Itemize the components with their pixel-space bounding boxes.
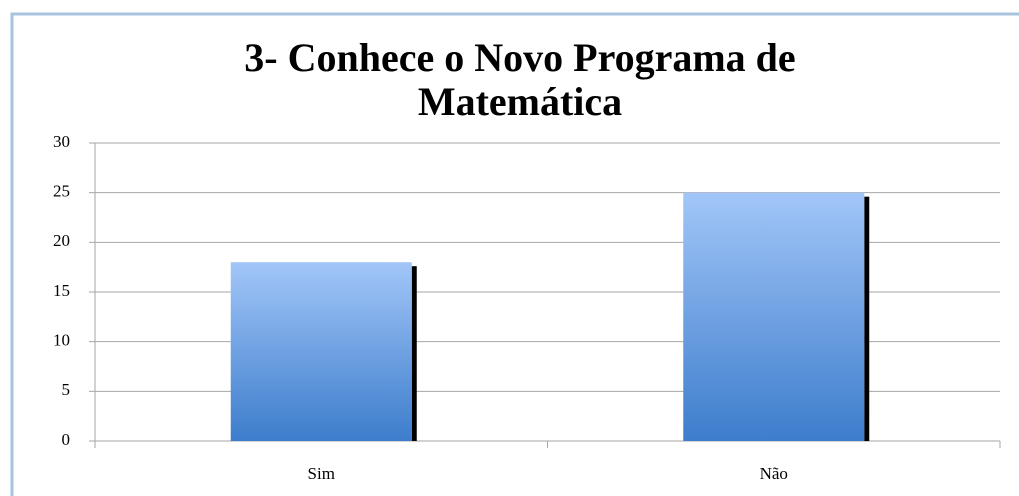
- bar-shadow: [864, 196, 870, 441]
- y-tick-label: 30: [53, 132, 70, 151]
- bar: [683, 192, 865, 441]
- frame: [10, 12, 1019, 496]
- y-tick-label: 15: [53, 281, 70, 300]
- x-tick-label: Sim: [308, 464, 335, 483]
- chart-title: 3- Conhece o Novo Programa de Matemática: [244, 35, 796, 124]
- bar: [230, 262, 412, 441]
- x-tick-label: Não: [760, 464, 788, 483]
- bar-shadow: [411, 266, 417, 441]
- y-tick-label: 0: [62, 430, 71, 449]
- y-tick-label: 5: [62, 380, 71, 399]
- y-tick-label: 20: [53, 231, 70, 250]
- y-tick-label: 10: [53, 331, 70, 350]
- y-tick-label: 25: [53, 182, 70, 201]
